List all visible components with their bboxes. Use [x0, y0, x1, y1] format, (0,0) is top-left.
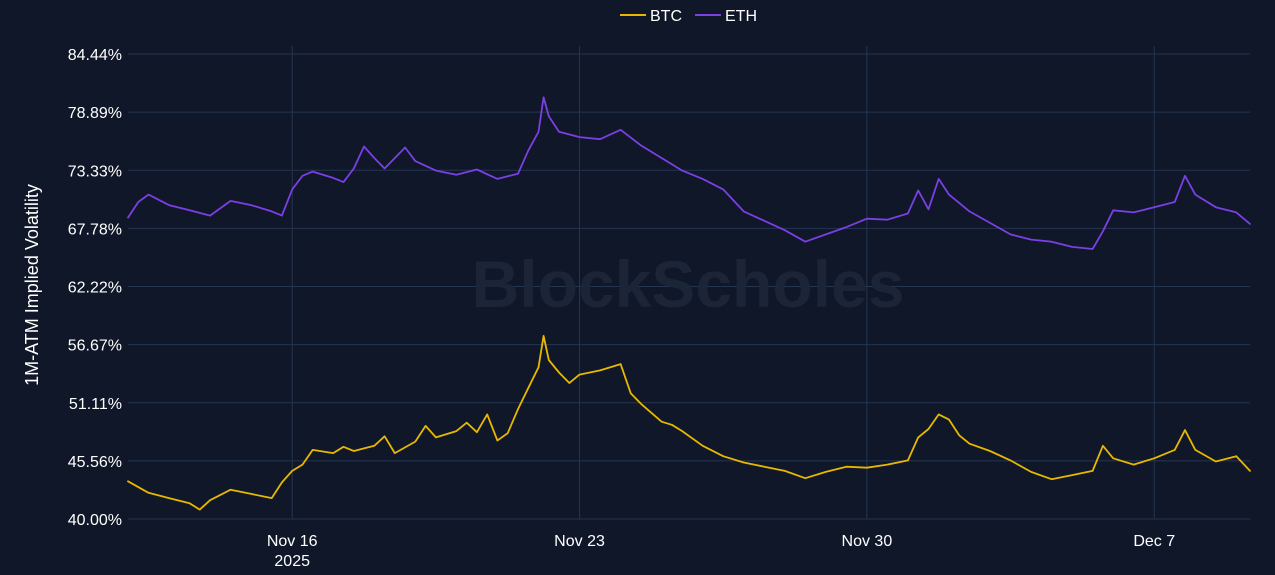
x-tick-label: Nov 16 [267, 533, 318, 550]
x-tick-label: Dec 7 [1133, 533, 1175, 550]
legend-label-btc: BTC [650, 8, 682, 25]
y-axis-ticks: 84.44% 78.89% 73.33% 67.78% 62.22% 56.67% 51.1… [68, 47, 122, 529]
watermark: BlockScholes [472, 247, 905, 321]
x-tick-sublabel: 2025 [274, 553, 310, 570]
y-tick-label: 56.67% [68, 338, 122, 355]
x-tick-label: Nov 23 [554, 533, 605, 550]
y-tick-label: 62.22% [68, 280, 122, 297]
y-tick-label: 51.11% [69, 396, 122, 413]
y-tick-label: 40.00% [68, 512, 122, 529]
y-tick-label: 78.89% [68, 105, 122, 122]
series-line-eth [127, 96, 1251, 250]
y-tick-label: 45.56% [68, 454, 122, 471]
series-lines [127, 96, 1251, 511]
y-axis-label: 1M-ATM Implied Volatility [22, 184, 42, 386]
y-tick-label: 84.44% [68, 47, 122, 64]
legend: BTC ETH [620, 8, 757, 25]
gridlines [128, 46, 1250, 520]
y-tick-label: 67.78% [68, 221, 122, 238]
y-tick-label: 73.33% [68, 163, 122, 180]
x-axis-ticks: Nov 16 2025 Nov 23 Nov 30 Dec 7 [267, 533, 1175, 570]
x-tick-label: Nov 30 [842, 533, 893, 550]
legend-label-eth: ETH [725, 8, 757, 25]
series-line-btc [127, 335, 1251, 511]
